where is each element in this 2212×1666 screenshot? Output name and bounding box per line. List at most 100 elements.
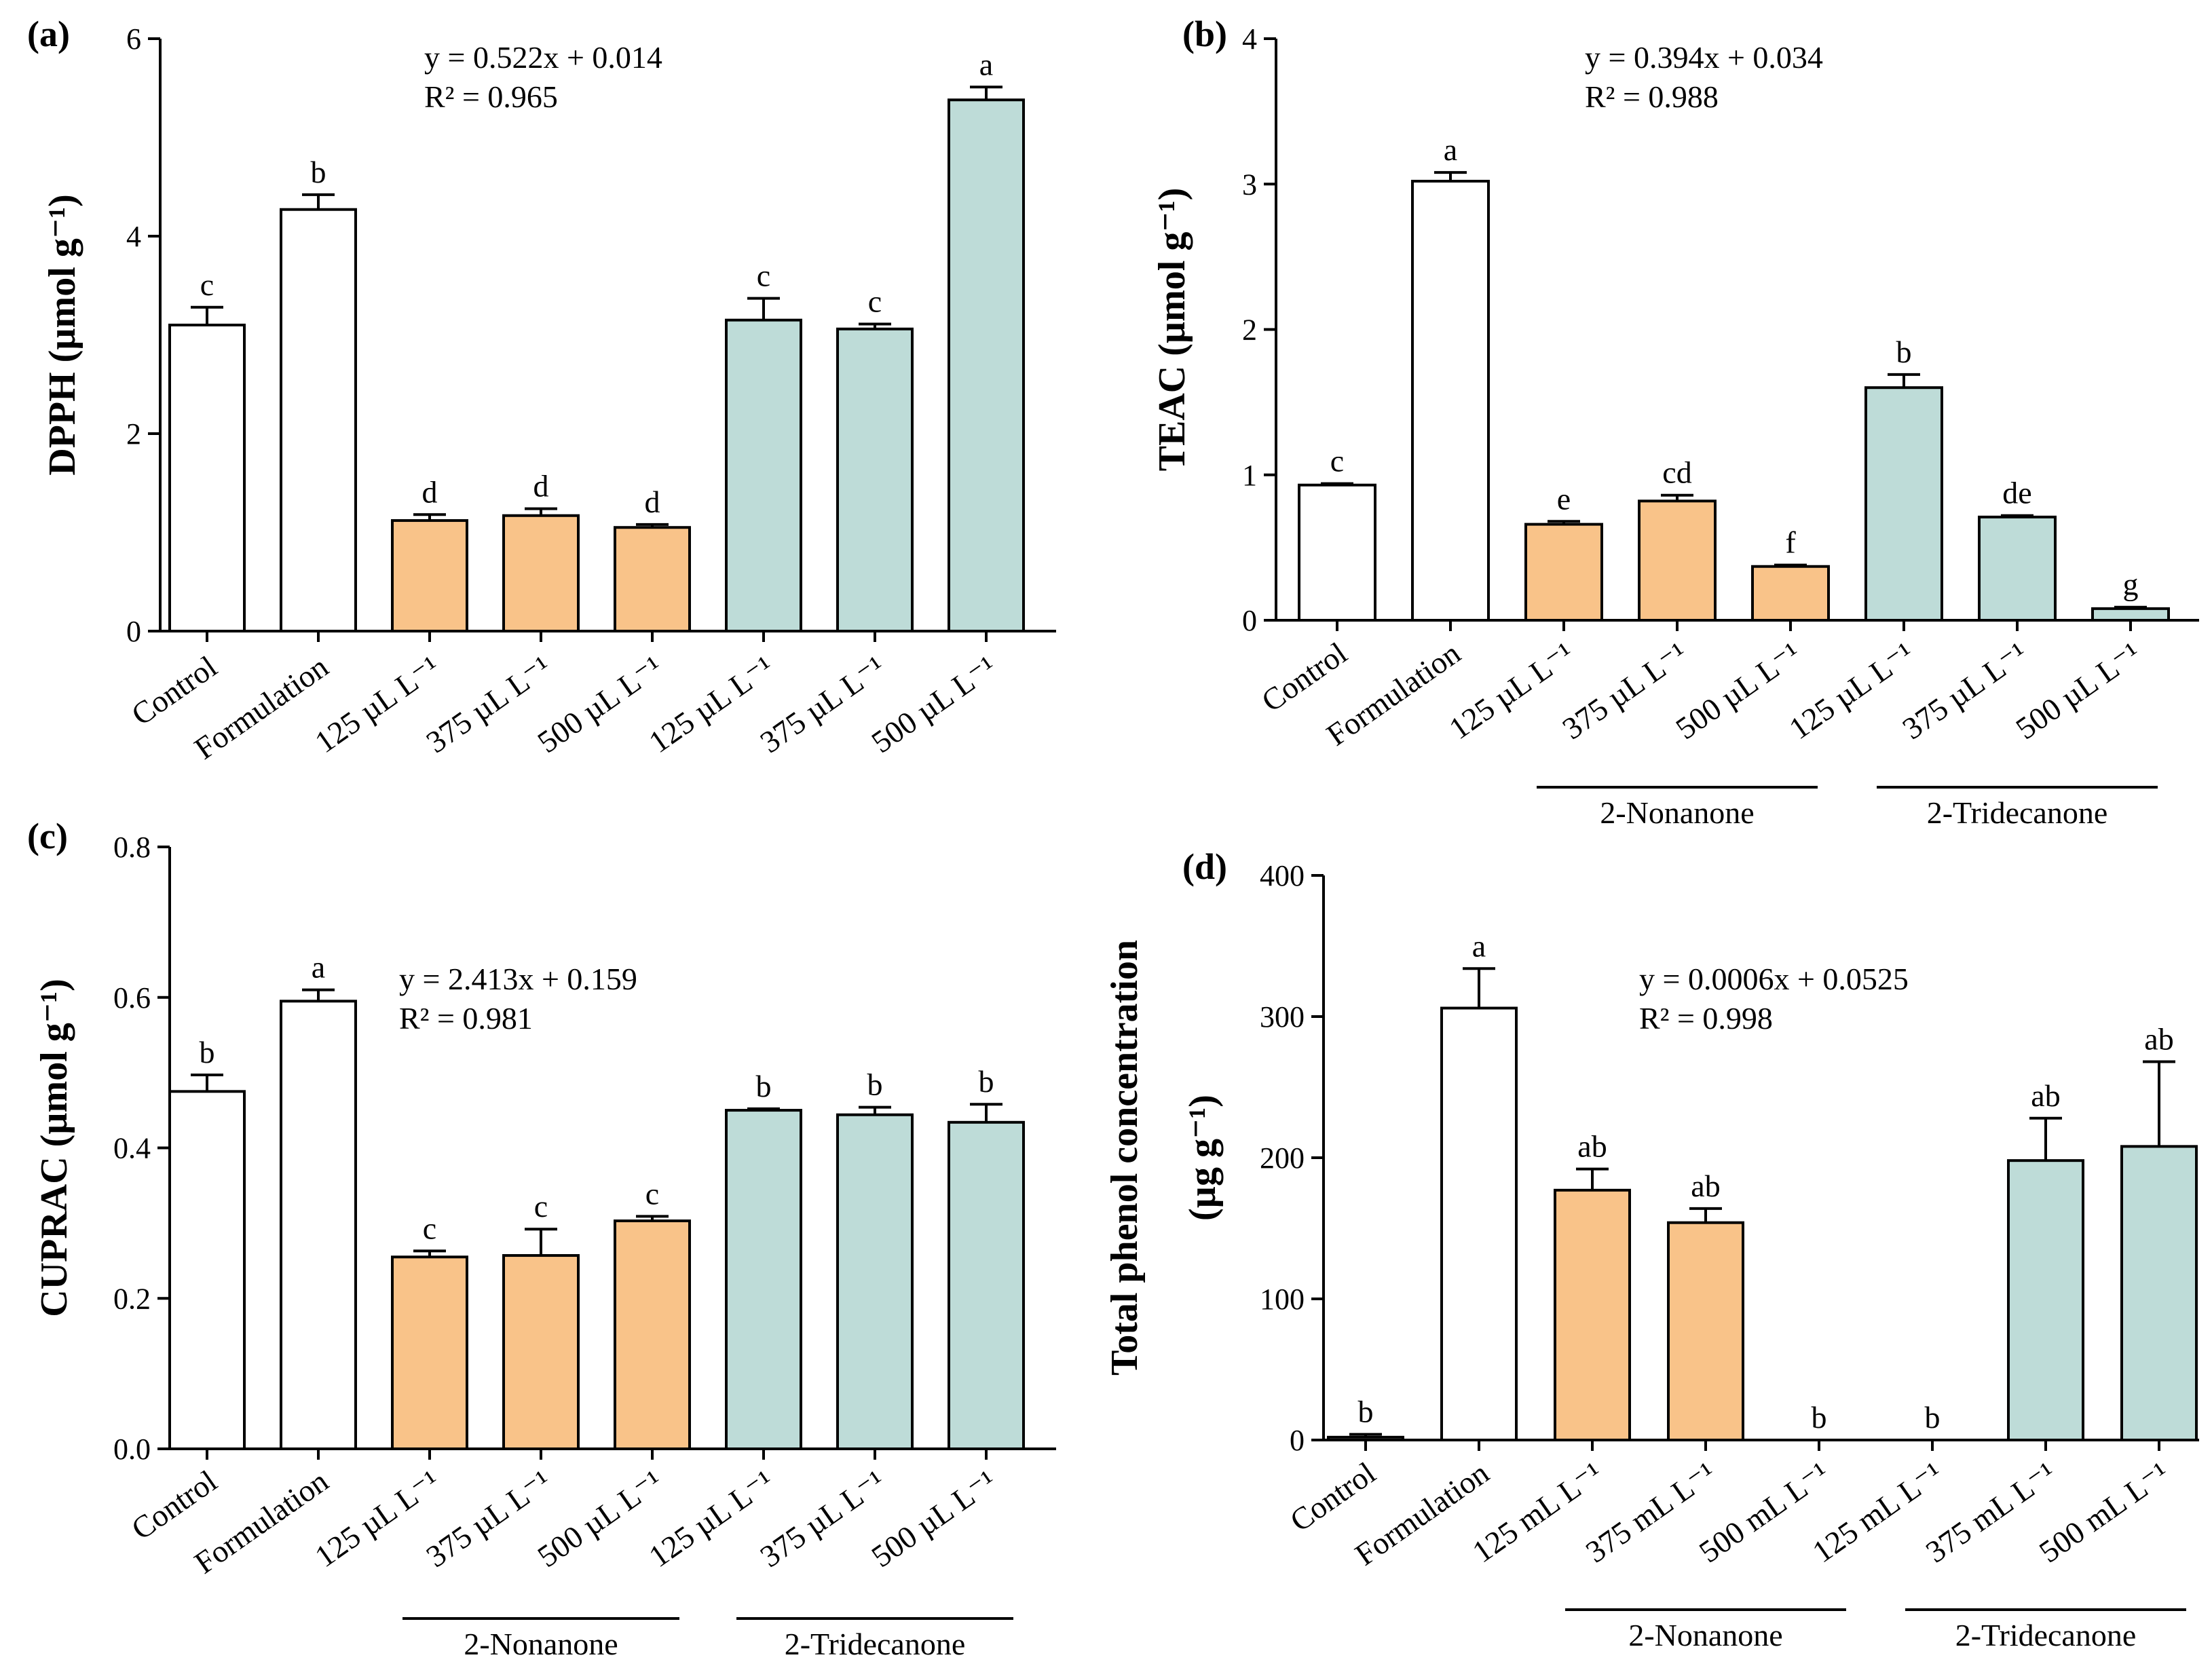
y-tick-label: 1 [1242,459,1257,492]
significance-letter: c [757,259,770,293]
bar [1554,1188,1631,1441]
panel-label: (a) [27,14,70,54]
category-label: 375 µL L⁻¹ [420,1463,557,1574]
bar [280,208,357,632]
significance-letter: b [867,1067,883,1102]
significance-letter: a [1472,928,1486,963]
y-tick-label: 2 [126,417,141,451]
bar [168,1090,246,1450]
y-tick-label: 6 [126,22,141,56]
bar [1667,1221,1744,1442]
bar [1411,179,1490,622]
significance-letter: ab [1691,1169,1720,1203]
bar [836,1113,914,1450]
y-axis-label: Total phenol concentration [1104,940,1146,1376]
significance-letter: b [979,1064,994,1099]
y-tick-label: 3 [1242,168,1257,201]
bar [1864,386,1943,622]
bar [1638,499,1717,622]
significance-letter: c [1330,444,1344,478]
y-tick-label: 300 [1260,1000,1305,1034]
significance-letter: e [1557,481,1571,516]
category-label: 375 µL L⁻¹ [754,1463,891,1574]
category-label: 500 µL L⁻¹ [1670,635,1807,746]
y-tick-label: 400 [1260,859,1305,892]
bar [1440,1006,1518,1441]
significance-letter: d [422,474,438,509]
regression-equation: y = 0.0006x + 0.0525 [1639,962,1909,996]
category-label: 125 µL L⁻¹ [309,1463,446,1574]
significance-letter: c [200,267,214,302]
y-tick-label: 4 [126,220,141,253]
group-label: 2-Tridecanone [1955,1618,2137,1652]
significance-letter: b [200,1035,215,1069]
significance-letter: b [756,1069,772,1103]
group-label: 2-Nonanone [464,1627,618,1661]
bar [2120,1145,2198,1441]
regression-equation: y = 2.413x + 0.159 [399,962,637,996]
y-tick-label: 0 [126,615,141,648]
y-axis-label: DPPH (µmol g⁻¹) [41,194,83,476]
significance-letter: b [1812,1400,1827,1435]
significance-letter: g [2123,567,2139,602]
y-tick-label: 4 [1242,22,1257,56]
significance-letter: c [534,1189,548,1224]
group-label: 2-Nonanone [1600,795,1754,830]
y-tick-label: 0.8 [113,831,151,864]
category-label: Control [1283,1455,1381,1538]
r-squared: R² = 0.988 [1585,79,1719,114]
category-label: Control [1255,635,1353,718]
bar [948,98,1025,632]
category-label: Control [125,1463,223,1546]
bar [1298,483,1376,622]
significance-letter: f [1785,525,1796,560]
y-tick-label: 0.6 [113,981,151,1015]
bar [614,1219,691,1450]
y-tick-label: 0.2 [113,1282,151,1315]
panel-b: (b) 0 1 2 3 4 TEAC (µmol g⁻¹) y = 0.394x + 0.03… [1151,14,2199,830]
category-label: 375 µL L⁻¹ [1556,635,1693,746]
bar [280,1000,357,1450]
significance-letter: ab [2144,1022,2173,1057]
panel-label: (c) [27,816,68,856]
y-tick-label: 0.4 [113,1132,151,1165]
category-label: 500 µL L⁻¹ [531,1463,669,1574]
bar [168,323,246,632]
significance-letter: c [645,1176,659,1211]
category-label: 375 µL L⁻¹ [754,649,891,759]
significance-letter: b [311,155,326,189]
significance-letter: b [1925,1400,1941,1435]
category-label: 500 µL L⁻¹ [865,649,1002,759]
y-tick-label: 100 [1260,1283,1305,1316]
significance-letter: a [1444,132,1457,167]
bar [502,514,580,633]
bar [948,1120,1025,1450]
bar [391,1255,468,1451]
panel-d: (d) 0 100 200 300 400 Total phenol concentrati… [1104,846,2199,1652]
bar [2091,607,2170,622]
y-tick-label: 0 [1290,1424,1305,1457]
y-tick-label: 2 [1242,314,1257,347]
panel-label: (d) [1182,846,1227,887]
category-label: Control [125,649,223,732]
bar [1978,515,2057,622]
significance-letter: c [423,1211,436,1245]
category-label: 375 µL L⁻¹ [420,649,557,759]
category-label: 375 µL L⁻¹ [1896,635,2033,746]
significance-letter: de [2002,476,2031,510]
category-label: 125 µL L⁻¹ [643,649,780,759]
category-label: 500 µL L⁻¹ [865,1463,1002,1574]
bar [725,1109,802,1450]
y-axis-label-unit: (µg g⁻¹) [1182,1095,1224,1221]
bar [1751,565,1830,622]
significance-letter: ab [1577,1129,1607,1164]
r-squared: R² = 0.981 [399,1001,533,1036]
category-label: 125 µL L⁻¹ [1443,635,1580,746]
significance-letter: d [645,485,660,519]
bar [1524,523,1603,622]
panel-c: (c) 0.0 0.2 0.4 0.6 0.8 CUPRAC (µmol g⁻¹) y = 2… [27,816,1056,1661]
y-axis-label: CUPRAC (µmol g⁻¹) [33,979,75,1317]
group-label: 2-Tridecanone [1927,795,2108,830]
panel-a: (a) 0 2 4 6 DPPH (µmol g⁻¹) y = 0.522x + 0.014… [27,14,1056,766]
